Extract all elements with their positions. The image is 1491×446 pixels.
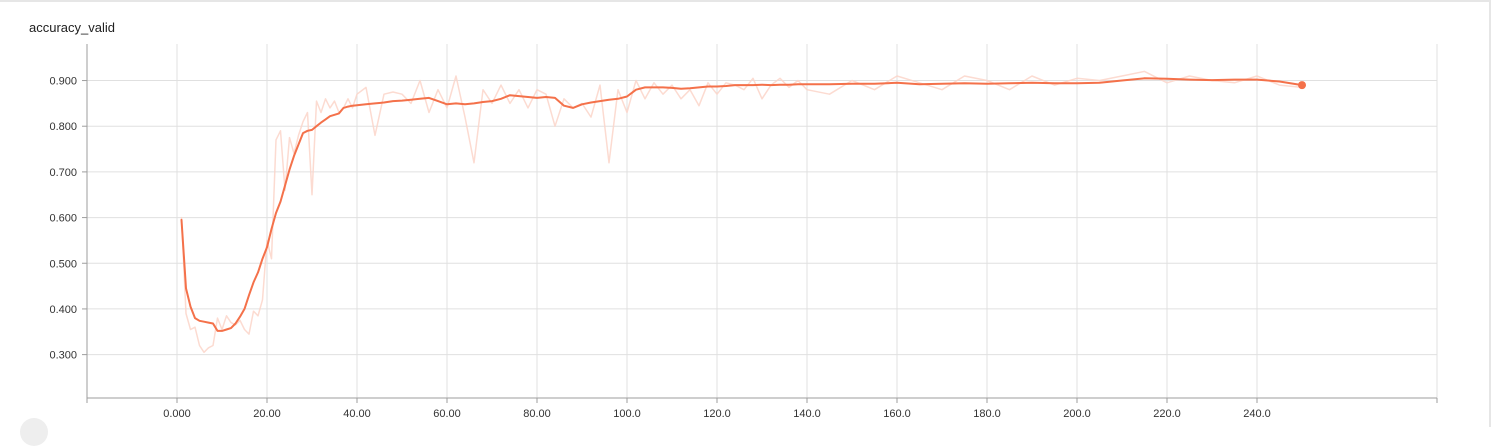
x-tick-label: 0.000 (163, 408, 191, 420)
x-tick-label: 40.00 (343, 408, 371, 420)
line-chart[interactable]: 0.000 20.00 40.00 60.00 80.00 100.0 120.0 140.0… (0, 0, 1491, 427)
y-tick-label: 0.400 (49, 304, 77, 316)
x-tick-label: 20.00 (253, 408, 281, 420)
x-tick-label: 160.0 (883, 408, 911, 420)
card-right-border (1489, 0, 1491, 427)
last-point-marker[interactable] (1298, 81, 1306, 90)
y-tick-labels: 0.300 0.400 0.500 0.600 0.700 0.800 0.900 (49, 76, 77, 362)
x-tick-label: 180.0 (973, 408, 1001, 420)
series-lines (180, 70, 1306, 354)
y-tick-label: 0.600 (49, 213, 77, 225)
x-tick-label: 80.00 (523, 408, 551, 420)
y-tick-label: 0.900 (49, 76, 77, 88)
y-tick-label: 0.700 (49, 167, 77, 179)
y-tick-label: 0.500 (49, 258, 77, 270)
x-tick-labels: 0.000 20.00 40.00 60.00 80.00 100.0 120.0 140.0… (163, 408, 1271, 420)
raw-series-line (180, 70, 1303, 354)
axes (82, 44, 1438, 403)
smoothed-series-line (180, 77, 1303, 332)
chart-title: accuracy_valid (29, 20, 115, 35)
x-tick-label: 100.0 (613, 408, 641, 420)
y-tick-label: 0.300 (49, 350, 77, 362)
expand-button[interactable] (20, 418, 48, 446)
x-tick-label: 60.00 (433, 408, 461, 420)
card-top-border (0, 0, 1491, 2)
x-tick-label: 120.0 (703, 408, 731, 420)
x-tick-label: 200.0 (1063, 408, 1091, 420)
x-tick-label: 240.0 (1243, 408, 1271, 420)
x-tick-label: 140.0 (793, 408, 821, 420)
grid-lines (87, 44, 1438, 398)
x-tick-label: 220.0 (1153, 408, 1181, 420)
y-tick-label: 0.800 (49, 121, 77, 133)
